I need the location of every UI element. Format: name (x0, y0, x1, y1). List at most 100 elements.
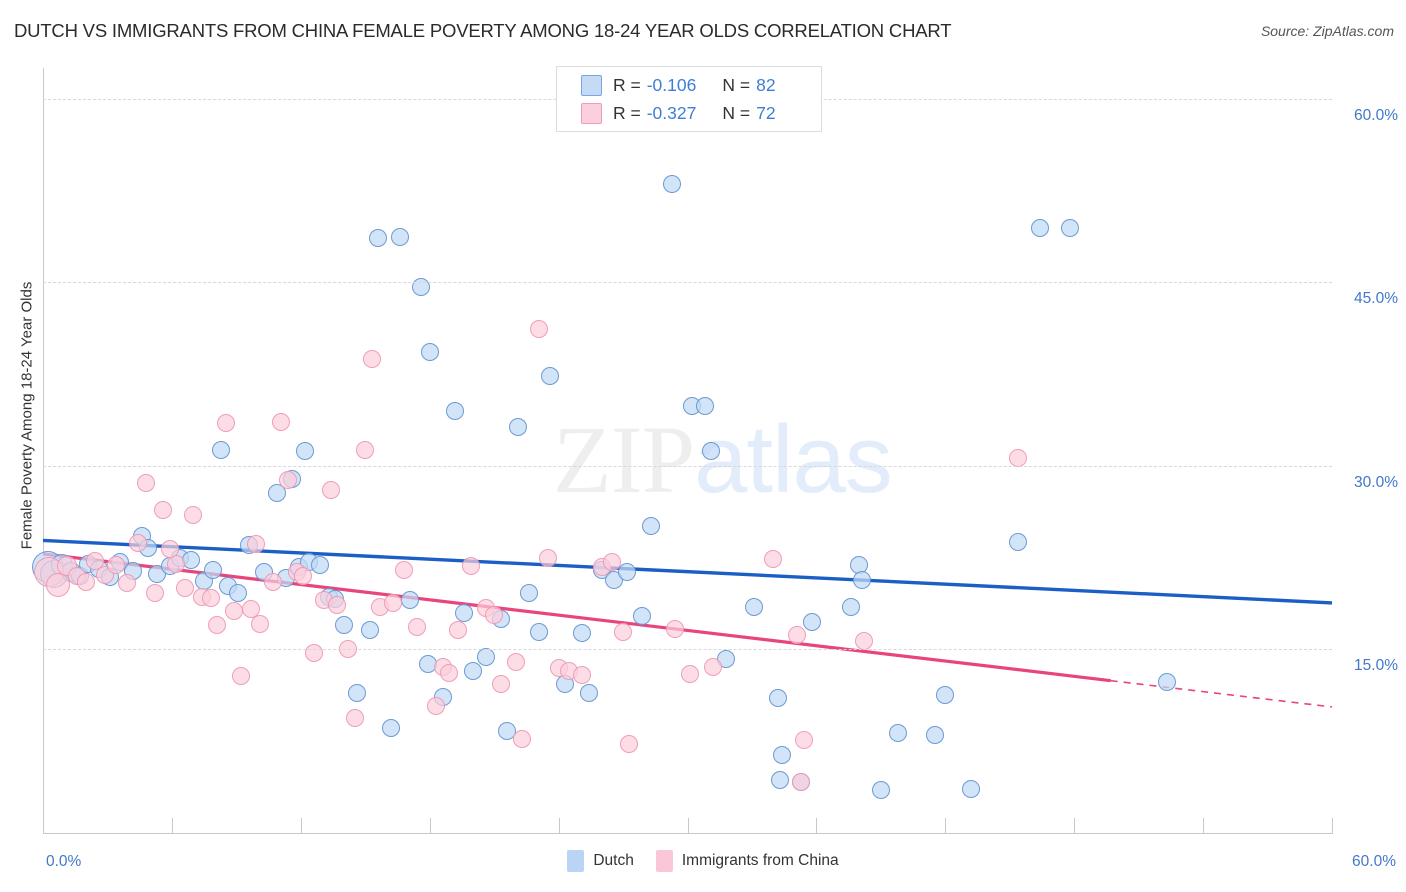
scatter-point[interactable] (476, 647, 495, 666)
scatter-point[interactable] (704, 657, 723, 676)
scatter-point[interactable] (695, 396, 714, 415)
scatter-point[interactable] (427, 696, 446, 715)
scatter-point[interactable] (541, 367, 559, 386)
scatter-point[interactable] (184, 505, 203, 524)
scatter-point[interactable] (328, 596, 347, 615)
scatter-point[interactable] (513, 729, 532, 748)
scatter-point[interactable] (242, 600, 261, 618)
scatter-point[interactable] (936, 685, 955, 704)
scatter-point[interactable] (128, 533, 147, 552)
scatter-point[interactable] (407, 618, 426, 637)
legend-item-china[interactable]: Immigrants from China (655, 850, 839, 872)
scatter-point[interactable] (962, 779, 981, 798)
scatter-point[interactable] (347, 684, 366, 703)
scatter-point[interactable] (702, 442, 721, 461)
scatter-point[interactable] (1157, 673, 1176, 692)
scatter-point[interactable] (788, 625, 807, 644)
scatter-point[interactable] (1009, 532, 1028, 551)
scatter-point[interactable] (85, 552, 104, 571)
scatter-point[interactable] (803, 613, 822, 632)
scatter-point[interactable] (841, 597, 860, 616)
scatter-point[interactable] (519, 584, 538, 603)
scatter-point[interactable] (508, 417, 527, 436)
scatter-point[interactable] (321, 481, 340, 500)
scatter-point[interactable] (394, 560, 413, 579)
scatter-point[interactable] (390, 227, 409, 246)
scatter-point[interactable] (770, 771, 789, 790)
scatter-point[interactable] (334, 615, 353, 634)
scatter-point[interactable] (356, 440, 375, 459)
scatter-point[interactable] (641, 516, 660, 535)
scatter-point[interactable] (229, 584, 248, 603)
scatter-point[interactable] (485, 606, 504, 625)
scatter-point[interactable] (461, 557, 480, 576)
scatter-point[interactable] (212, 440, 231, 459)
scatter-point[interactable] (384, 593, 403, 612)
scatter-point[interactable] (46, 572, 71, 597)
scatter-point[interactable] (160, 540, 179, 559)
scatter-point[interactable] (579, 684, 598, 703)
scatter-point[interactable] (246, 535, 265, 554)
scatter-point[interactable] (175, 579, 194, 598)
scatter-point[interactable] (618, 563, 637, 582)
scatter-point[interactable] (420, 342, 439, 361)
scatter-point[interactable] (573, 624, 592, 643)
scatter-point[interactable] (362, 350, 381, 369)
scatter-point[interactable] (633, 607, 652, 626)
scatter-point[interactable] (304, 644, 323, 663)
scatter-point[interactable] (614, 623, 633, 642)
scatter-point[interactable] (76, 573, 95, 592)
scatter-point[interactable] (1009, 449, 1028, 468)
scatter-point[interactable] (250, 614, 269, 633)
scatter-point[interactable] (268, 483, 287, 502)
scatter-point[interactable] (231, 667, 250, 686)
scatter-point[interactable] (278, 471, 297, 490)
scatter-point[interactable] (1030, 219, 1049, 238)
scatter-point[interactable] (764, 549, 783, 568)
scatter-point[interactable] (345, 708, 364, 727)
scatter-point[interactable] (538, 548, 557, 567)
scatter-point[interactable] (293, 566, 312, 585)
scatter-point[interactable] (491, 674, 510, 693)
scatter-point[interactable] (296, 442, 315, 461)
scatter-point[interactable] (506, 652, 525, 671)
scatter-point[interactable] (603, 553, 622, 572)
scatter-point[interactable] (852, 570, 871, 589)
scatter-point[interactable] (1060, 219, 1079, 238)
scatter-point[interactable] (871, 781, 890, 800)
scatter-point[interactable] (137, 473, 156, 492)
scatter-point[interactable] (272, 412, 291, 431)
scatter-point[interactable] (117, 574, 136, 593)
scatter-point[interactable] (208, 615, 226, 634)
scatter-point[interactable] (792, 772, 811, 791)
scatter-point[interactable] (107, 555, 126, 574)
legend-item-dutch[interactable]: Dutch (567, 850, 634, 872)
scatter-point[interactable] (440, 663, 459, 682)
scatter-point[interactable] (530, 319, 549, 338)
scatter-point[interactable] (889, 723, 908, 742)
scatter-point[interactable] (768, 689, 787, 708)
scatter-point[interactable] (448, 620, 467, 639)
scatter-point[interactable] (455, 603, 474, 622)
scatter-point[interactable] (620, 734, 639, 753)
scatter-point[interactable] (794, 730, 813, 749)
scatter-point[interactable] (145, 584, 164, 603)
scatter-point[interactable] (854, 631, 873, 650)
scatter-point[interactable] (745, 597, 764, 616)
scatter-point[interactable] (663, 175, 682, 194)
scatter-point[interactable] (680, 664, 699, 683)
scatter-point[interactable] (201, 588, 220, 607)
scatter-point[interactable] (573, 666, 592, 685)
scatter-point[interactable] (665, 619, 684, 638)
scatter-point[interactable] (530, 623, 549, 642)
scatter-point[interactable] (311, 555, 330, 574)
scatter-point[interactable] (203, 560, 222, 579)
scatter-point[interactable] (216, 413, 235, 432)
scatter-point[interactable] (463, 662, 482, 681)
scatter-point[interactable] (446, 401, 465, 420)
scatter-point[interactable] (263, 573, 282, 592)
scatter-point[interactable] (382, 718, 401, 737)
scatter-point[interactable] (360, 620, 379, 639)
scatter-point[interactable] (773, 745, 792, 764)
scatter-point[interactable] (154, 500, 173, 519)
